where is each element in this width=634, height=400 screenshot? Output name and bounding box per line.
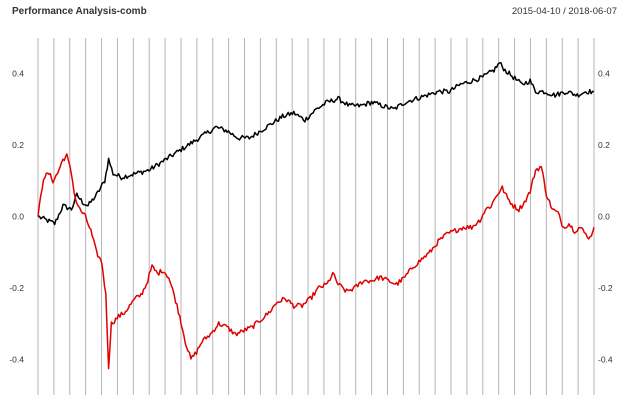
y-tick-label-right: -0.4 [598,354,613,364]
date-range: 2015-04-10 / 2018-06-07 [512,6,617,17]
y-tick-label-left: -0.2 [9,283,24,293]
series-layer [37,61,595,370]
y-axis-left: -0.4 -0.2 0.0 0.2 0.4 [9,69,24,365]
grid [37,38,595,395]
series-line-1 [37,61,595,226]
y-tick-label-right: 0.0 [598,212,610,222]
y-tick-label-left: 0.2 [12,140,24,150]
series-line-2 [37,153,595,370]
y-tick-label-left: 0.4 [12,69,24,79]
chart-title: Performance Analysis-comb [12,6,147,17]
y-tick-label-left: 0.0 [12,212,24,222]
y-tick-label-right: -0.2 [598,283,613,293]
y-tick-label-right: 0.2 [598,140,610,150]
y-axis-right: -0.4 -0.2 0.0 0.2 0.4 [598,69,613,365]
y-tick-label-left: -0.4 [9,354,24,364]
y-tick-label-right: 0.4 [598,69,610,79]
